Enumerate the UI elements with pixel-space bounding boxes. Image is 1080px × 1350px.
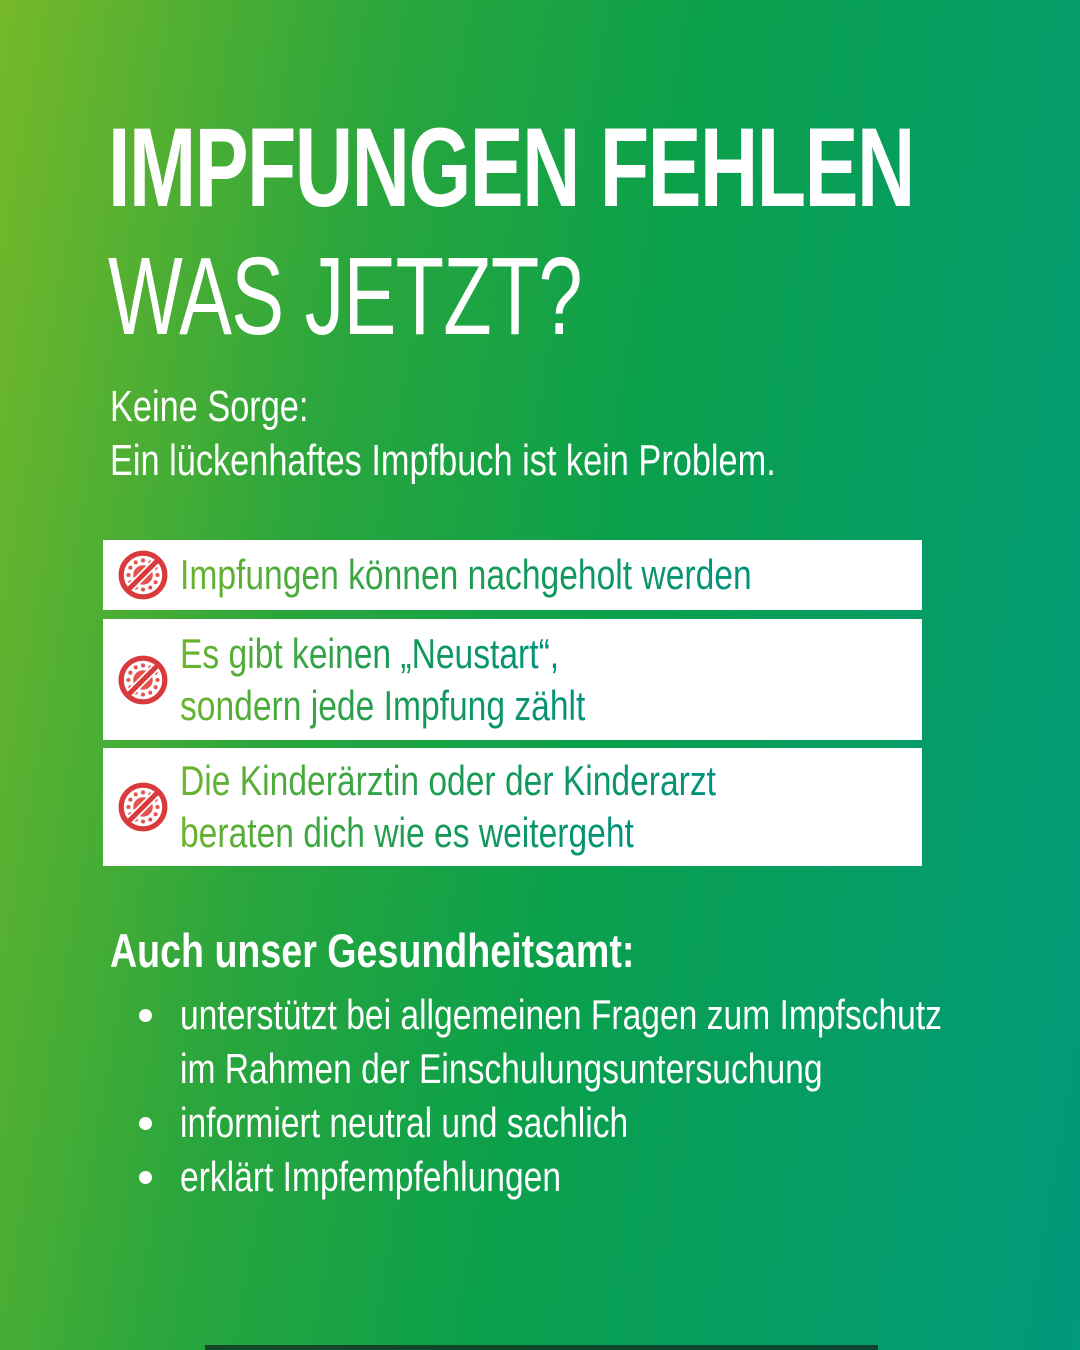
bullet-3-line-1: erklärt Impfempfehlungen xyxy=(180,1153,562,1200)
info-box-2-line-2: sondern jede Impfung zählt xyxy=(180,680,585,732)
bullet-1-line-2: im Rahmen der Einschulungsuntersuchung xyxy=(180,1045,823,1092)
info-box-3-line-1: Die Kinderärztin oder der Kinderarzt xyxy=(180,755,716,807)
bullet-item-3: erklärt Impfempfehlungen xyxy=(110,1150,1080,1204)
bullet-item-2: informiert neutral und sachlich xyxy=(110,1096,1080,1150)
bullet-dot-icon xyxy=(110,988,180,1096)
info-box-3-line-2: beraten dich wie es weitergeht xyxy=(180,807,634,859)
section-heading-text: Auch unser Gesundheitsamt: xyxy=(110,924,635,977)
title-line-1: IMPFUNGEN FEHLEN xyxy=(108,105,915,230)
section-heading: Auch unser Gesundheitsamt: xyxy=(110,925,766,977)
info-box-2: Es gibt keinen „Neustart“, sondern jede … xyxy=(103,619,922,740)
info-box-3: Die Kinderärztin oder der Kinderarzt ber… xyxy=(103,748,922,866)
page-title: IMPFUNGEN FEHLEN xyxy=(108,112,1080,224)
bullet-1-line-1: unterstützt bei allgemeinen Fragen zum I… xyxy=(180,991,942,1038)
no-virus-icon xyxy=(118,655,168,705)
info-box-2-line-1: Es gibt keinen „Neustart“, xyxy=(180,628,559,680)
intro-text: Keine Sorge: Ein lückenhaftes Impfbuch i… xyxy=(110,380,964,488)
bullet-list: unterstützt bei allgemeinen Fragen zum I… xyxy=(110,988,1080,1204)
info-box-1-line-1: Impfungen können nachgeholt werden xyxy=(180,549,752,601)
bullet-dot-icon xyxy=(110,1150,180,1204)
info-box-3-text: Die Kinderärztin oder der Kinderarzt ber… xyxy=(180,755,850,859)
bullet-2-line-1: informiert neutral und sachlich xyxy=(180,1099,629,1146)
intro-line-2: Ein lückenhaftes Impfbuch ist kein Probl… xyxy=(110,436,776,485)
intro-line-1: Keine Sorge: xyxy=(110,382,309,431)
cutoff-footer-bar xyxy=(205,1345,878,1350)
bullet-item-1: unterstützt bei allgemeinen Fragen zum I… xyxy=(110,988,1080,1096)
info-box-1: Impfungen können nachgeholt werden xyxy=(103,540,922,610)
bullet-dot-icon xyxy=(110,1096,180,1150)
page-subtitle: WAS JETZT? xyxy=(108,242,766,352)
title-line-2: WAS JETZT? xyxy=(108,235,583,358)
info-box-2-text: Es gibt keinen „Neustart“, sondern jede … xyxy=(180,628,687,732)
info-box-1-text: Impfungen können nachgeholt werden xyxy=(180,549,895,601)
no-virus-icon xyxy=(118,550,168,600)
no-virus-icon xyxy=(118,782,168,832)
